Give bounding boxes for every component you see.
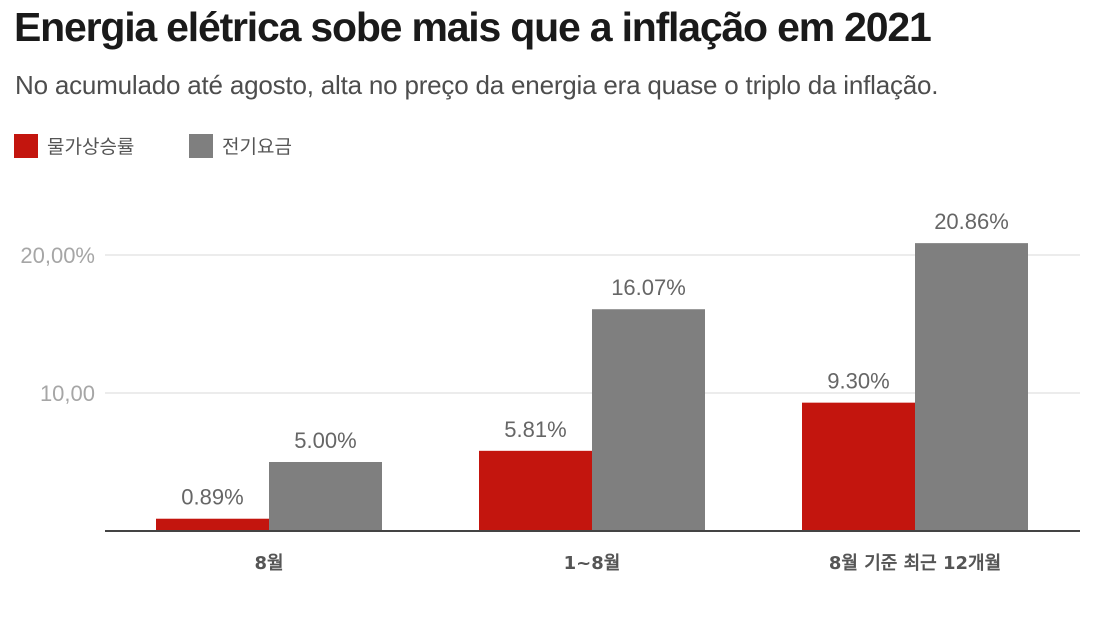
bar-inflation	[802, 402, 915, 531]
bar-value-label: 5.81%	[504, 417, 566, 442]
y-tick-label: 20,00%	[20, 243, 95, 268]
y-tick-label: 10,00	[40, 381, 95, 406]
legend-item-electricity: 전기요금	[189, 132, 292, 159]
legend-swatch-electricity	[189, 133, 213, 158]
bar-inflation	[479, 450, 592, 531]
bar-value-label: 9.30%	[827, 369, 889, 394]
legend-label-electricity: 전기요금	[222, 136, 292, 158]
x-category-label: 1~8월	[564, 553, 621, 574]
bar-inflation	[156, 518, 269, 531]
bar-electricity	[269, 462, 382, 531]
bar-value-label: 20.86%	[934, 209, 1009, 234]
bar-electricity	[915, 243, 1028, 531]
legend-swatch-inflation	[14, 133, 38, 158]
chart-title: Energia elétrica sobe mais que a inflaçã…	[14, 4, 932, 50]
chart-subtitle: No acumulado até agosto, alta no preço d…	[15, 70, 939, 100]
bar-value-label: 5.00%	[294, 428, 356, 453]
legend-label-inflation: 물가상승률	[47, 136, 135, 158]
x-category-label: 8월	[254, 553, 283, 574]
bar-value-label: 16.07%	[611, 275, 686, 300]
x-category-label: 8월 기준 최근 12개월	[829, 553, 1001, 574]
bar-value-label: 0.89%	[181, 485, 243, 510]
legend-item-inflation: 물가상승률	[14, 132, 134, 159]
bar-electricity	[592, 309, 705, 531]
